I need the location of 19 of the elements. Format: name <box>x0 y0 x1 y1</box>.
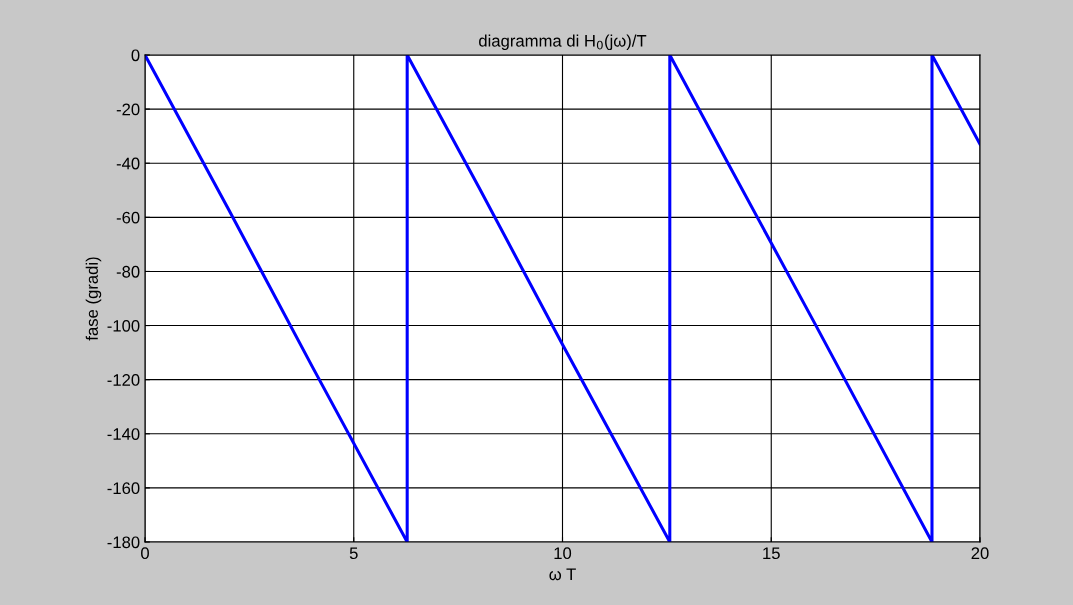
y-tick-label: -60 <box>116 211 140 224</box>
x-tick-label: 20 <box>971 547 989 560</box>
x-tick-label: 0 <box>141 547 149 560</box>
y-tick-label: -180 <box>107 536 140 549</box>
x-tick-label: 10 <box>554 547 572 560</box>
y-tick-label: -100 <box>107 319 140 332</box>
y-tick-label: -160 <box>107 482 140 495</box>
y-tick-label: 0 <box>131 49 140 62</box>
y-axis-title: fase (gradi) <box>85 257 102 341</box>
y-tick-label: -140 <box>107 428 140 440</box>
y-tick-label: -80 <box>116 265 140 278</box>
x-axis-title: ω T <box>549 568 576 581</box>
y-tick-label: -20 <box>116 103 140 116</box>
line-series <box>145 55 980 542</box>
y-tick-label: -40 <box>116 157 140 170</box>
y-tick-label: -120 <box>107 374 140 386</box>
x-tick-label: 15 <box>763 547 780 560</box>
chart-title: diagramma di H$_{0}$(jω)/T <box>479 34 647 51</box>
x-tick-label: 5 <box>349 547 358 560</box>
